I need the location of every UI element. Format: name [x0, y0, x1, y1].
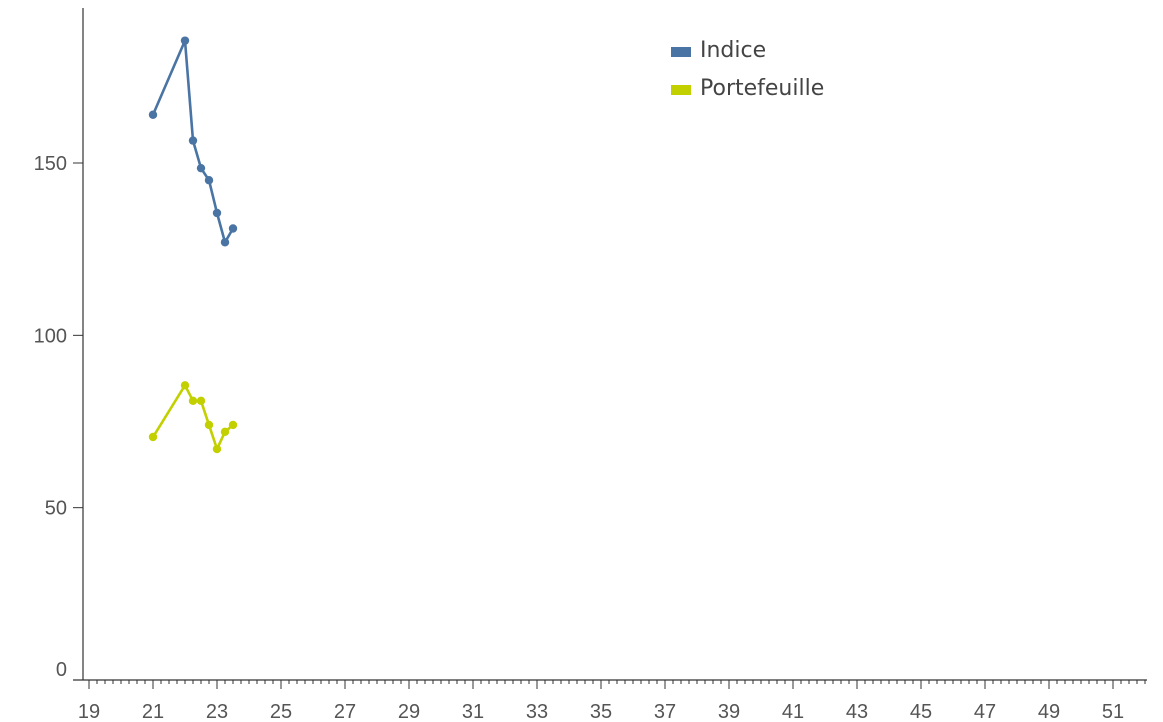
x-tick-label: 19 — [78, 701, 100, 722]
data-point — [196, 396, 206, 406]
x-tick-label: 37 — [654, 701, 676, 722]
data-point — [212, 444, 222, 454]
y-tick-label: 0 — [56, 659, 67, 681]
series-line — [151, 39, 235, 244]
x-tick-label: 27 — [334, 701, 356, 722]
chart-axes: 0 50 100 150 19 21 23 25 27 29 31 33 35 37 39 41 43 45 47… — [34, 8, 1147, 722]
series-portefeuille — [148, 381, 238, 454]
data-point — [196, 163, 206, 173]
data-point — [228, 420, 238, 430]
data-point — [180, 381, 190, 390]
data-point — [212, 208, 222, 218]
x-tick-label: 23 — [206, 701, 228, 722]
x-tick-label: 49 — [1038, 701, 1060, 722]
x-tick-label: 39 — [718, 701, 740, 722]
series-line — [151, 384, 235, 451]
x-tick-label: 41 — [782, 701, 804, 722]
data-point — [228, 224, 238, 233]
series-indice — [148, 36, 238, 247]
x-tick-label: 35 — [590, 701, 612, 722]
legend-swatch — [671, 85, 691, 95]
legend-swatch — [671, 47, 691, 57]
x-tick-label: 43 — [846, 701, 868, 722]
x-tick-label: 29 — [398, 701, 420, 722]
x-tick-label: 45 — [910, 701, 932, 722]
legend: Indice Portefeuille — [671, 38, 824, 101]
legend-item: Indice — [671, 38, 766, 63]
data-point — [220, 238, 230, 247]
data-point — [180, 36, 190, 45]
x-tick-label: 21 — [142, 701, 164, 722]
data-point — [148, 432, 158, 442]
x-tick-label: 25 — [270, 701, 292, 722]
data-point — [204, 420, 214, 430]
y-tick-label: 150 — [34, 153, 67, 175]
x-tick-label: 47 — [974, 701, 996, 722]
data-point — [148, 110, 158, 119]
data-point — [188, 136, 198, 145]
data-point — [220, 427, 230, 437]
x-tick-label: 51 — [1102, 701, 1124, 722]
y-tick-label: 50 — [45, 498, 67, 520]
data-point — [188, 396, 198, 406]
x-tick-label: 33 — [526, 701, 548, 722]
x-axis-ticks: 19 21 23 25 27 29 31 33 35 37 39 41 43 45 47 49 51 — [78, 680, 1146, 722]
legend-label: Portefeuille — [700, 76, 824, 101]
legend-label: Indice — [700, 38, 766, 63]
legend-item: Portefeuille — [671, 76, 824, 101]
y-axis-ticks: 0 50 100 150 — [34, 153, 83, 681]
y-tick-label: 100 — [34, 325, 67, 347]
data-point — [204, 176, 214, 185]
series-layer — [148, 36, 238, 454]
x-tick-label: 31 — [462, 701, 484, 722]
